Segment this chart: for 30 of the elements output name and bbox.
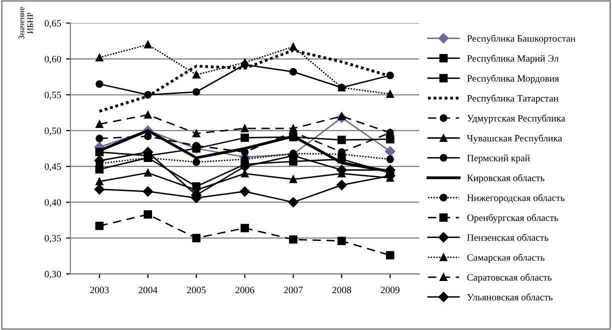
y-tick-label: 0,60 — [44, 56, 61, 64]
x-tick-label: 2007 — [284, 286, 303, 294]
legend-label: Республика Марий Эл — [467, 54, 559, 64]
legend-label: Удмуртская Республика — [467, 114, 566, 124]
y-tick-label: 0,50 — [44, 127, 61, 136]
y-tick-label: 0,45 — [44, 163, 61, 172]
x-tick-label: 2006 — [236, 286, 254, 294]
x-tick-label: 2005 — [187, 286, 206, 294]
legend-label: Ульяновская область — [467, 293, 553, 300]
y-axis-title: Значение ИБНР — [18, 7, 33, 39]
y-tick-label: 0,55 — [44, 92, 61, 100]
x-tick-label: 2003 — [90, 286, 109, 294]
legend-label: Республика Мордовия — [467, 74, 559, 84]
y-tick-label: 0,35 — [44, 234, 61, 243]
legend-label: Саратовская область — [467, 274, 552, 283]
y-tick-label: 0,65 — [44, 20, 61, 28]
x-tick-label: 2004 — [138, 286, 158, 294]
y-tick-label: 0,40 — [44, 199, 61, 208]
legend-label: Пензенская область — [467, 234, 548, 241]
legend-label: Чувашская Республика — [466, 134, 562, 144]
y-tick-label: 0,30 — [44, 270, 61, 279]
legend-label: Кировская область — [467, 174, 544, 184]
legend-label: Пермский край — [467, 154, 530, 164]
x-tick-label: 2009 — [380, 286, 400, 294]
x-tick-label: 2008 — [332, 286, 352, 294]
legend-label: Республика Башкортостан — [467, 34, 576, 44]
legend-label: Самарская область — [467, 254, 544, 263]
legend-label: Нижегородская область — [467, 194, 565, 204]
legend-label: Республика Татарстан — [467, 94, 558, 104]
legend-label: Оренбургская область — [467, 214, 558, 224]
